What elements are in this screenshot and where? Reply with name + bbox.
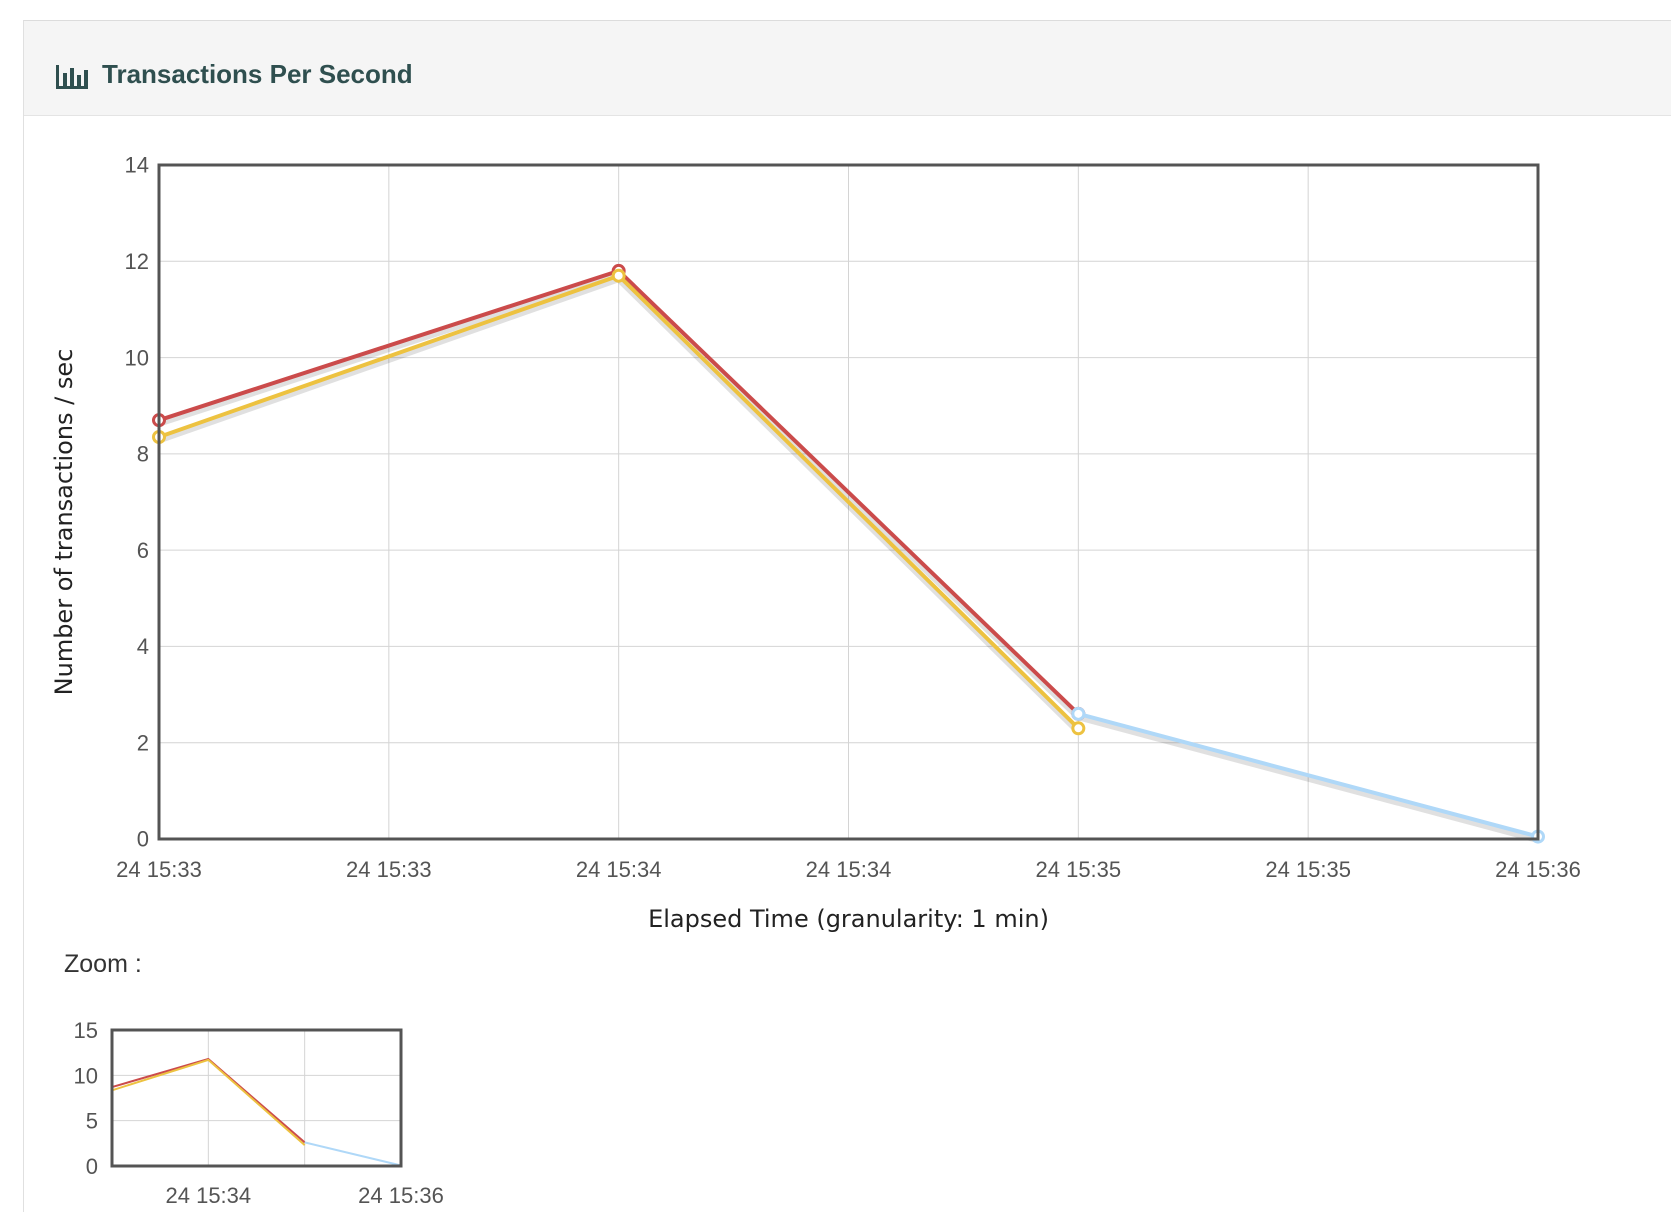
y-tick-label: 10 (125, 345, 149, 370)
data-point (1071, 721, 1086, 736)
bar-chart-icon (56, 65, 88, 89)
y-tick-label: 2 (137, 730, 149, 755)
data-point (1071, 706, 1086, 721)
y-axis-title: Number of transactions / sec (50, 349, 78, 696)
y-tick-label: 5 (86, 1109, 98, 1134)
x-axis-title: Elapsed Time (granularity: 1 min) (648, 905, 1049, 933)
x-tick-label: 24 15:33 (116, 857, 202, 882)
zoom-label: Zoom : (64, 950, 142, 978)
panel-title: Transactions Per Second (102, 59, 413, 89)
page-top-margin (0, 0, 1671, 20)
series-line (111, 1058, 306, 1146)
main-chart[interactable]: 0 2 4 6 8 10 12 14 24 15:33 24 15:33 24 15:34 24 15… (50, 153, 1581, 933)
y-tick-label: 0 (137, 827, 149, 852)
plot-frame (157, 163, 1540, 841)
data-point (611, 268, 626, 283)
y-tick-label: 12 (125, 249, 149, 274)
chart-panel: Transactions Per Second (23, 20, 1671, 1212)
y-tick-label: 6 (137, 538, 149, 563)
x-tick-label: 24 15:36 (1495, 857, 1581, 882)
series-shadow (1077, 713, 1539, 843)
y-tick-label: 10 (74, 1063, 98, 1088)
x-tick-label: 24 15:35 (1036, 857, 1122, 882)
y-tick-label: 0 (86, 1154, 98, 1179)
y-tick-label: 14 (125, 153, 149, 178)
x-tick-label: 24 15:35 (1265, 857, 1351, 882)
plot-frame (110, 1028, 403, 1168)
x-tick-label: 24 15:33 (346, 857, 432, 882)
panel-heading: Transactions Per Second (24, 21, 1671, 116)
y-tick-label: 15 (74, 1018, 98, 1043)
y-tick-label: 8 (137, 442, 149, 467)
series-line (304, 1141, 402, 1167)
x-tick-label: 24 15:36 (358, 1183, 444, 1208)
series-line (1077, 711, 1539, 839)
x-tick-label: 24 15:34 (166, 1183, 252, 1208)
zoom-overview-chart[interactable]: 0 5 10 15 24 15:34 24 15:36 (74, 1018, 444, 1208)
x-tick-label: 24 15:34 (576, 857, 662, 882)
x-tick-label: 24 15:34 (806, 857, 892, 882)
y-tick-label: 4 (137, 634, 149, 659)
